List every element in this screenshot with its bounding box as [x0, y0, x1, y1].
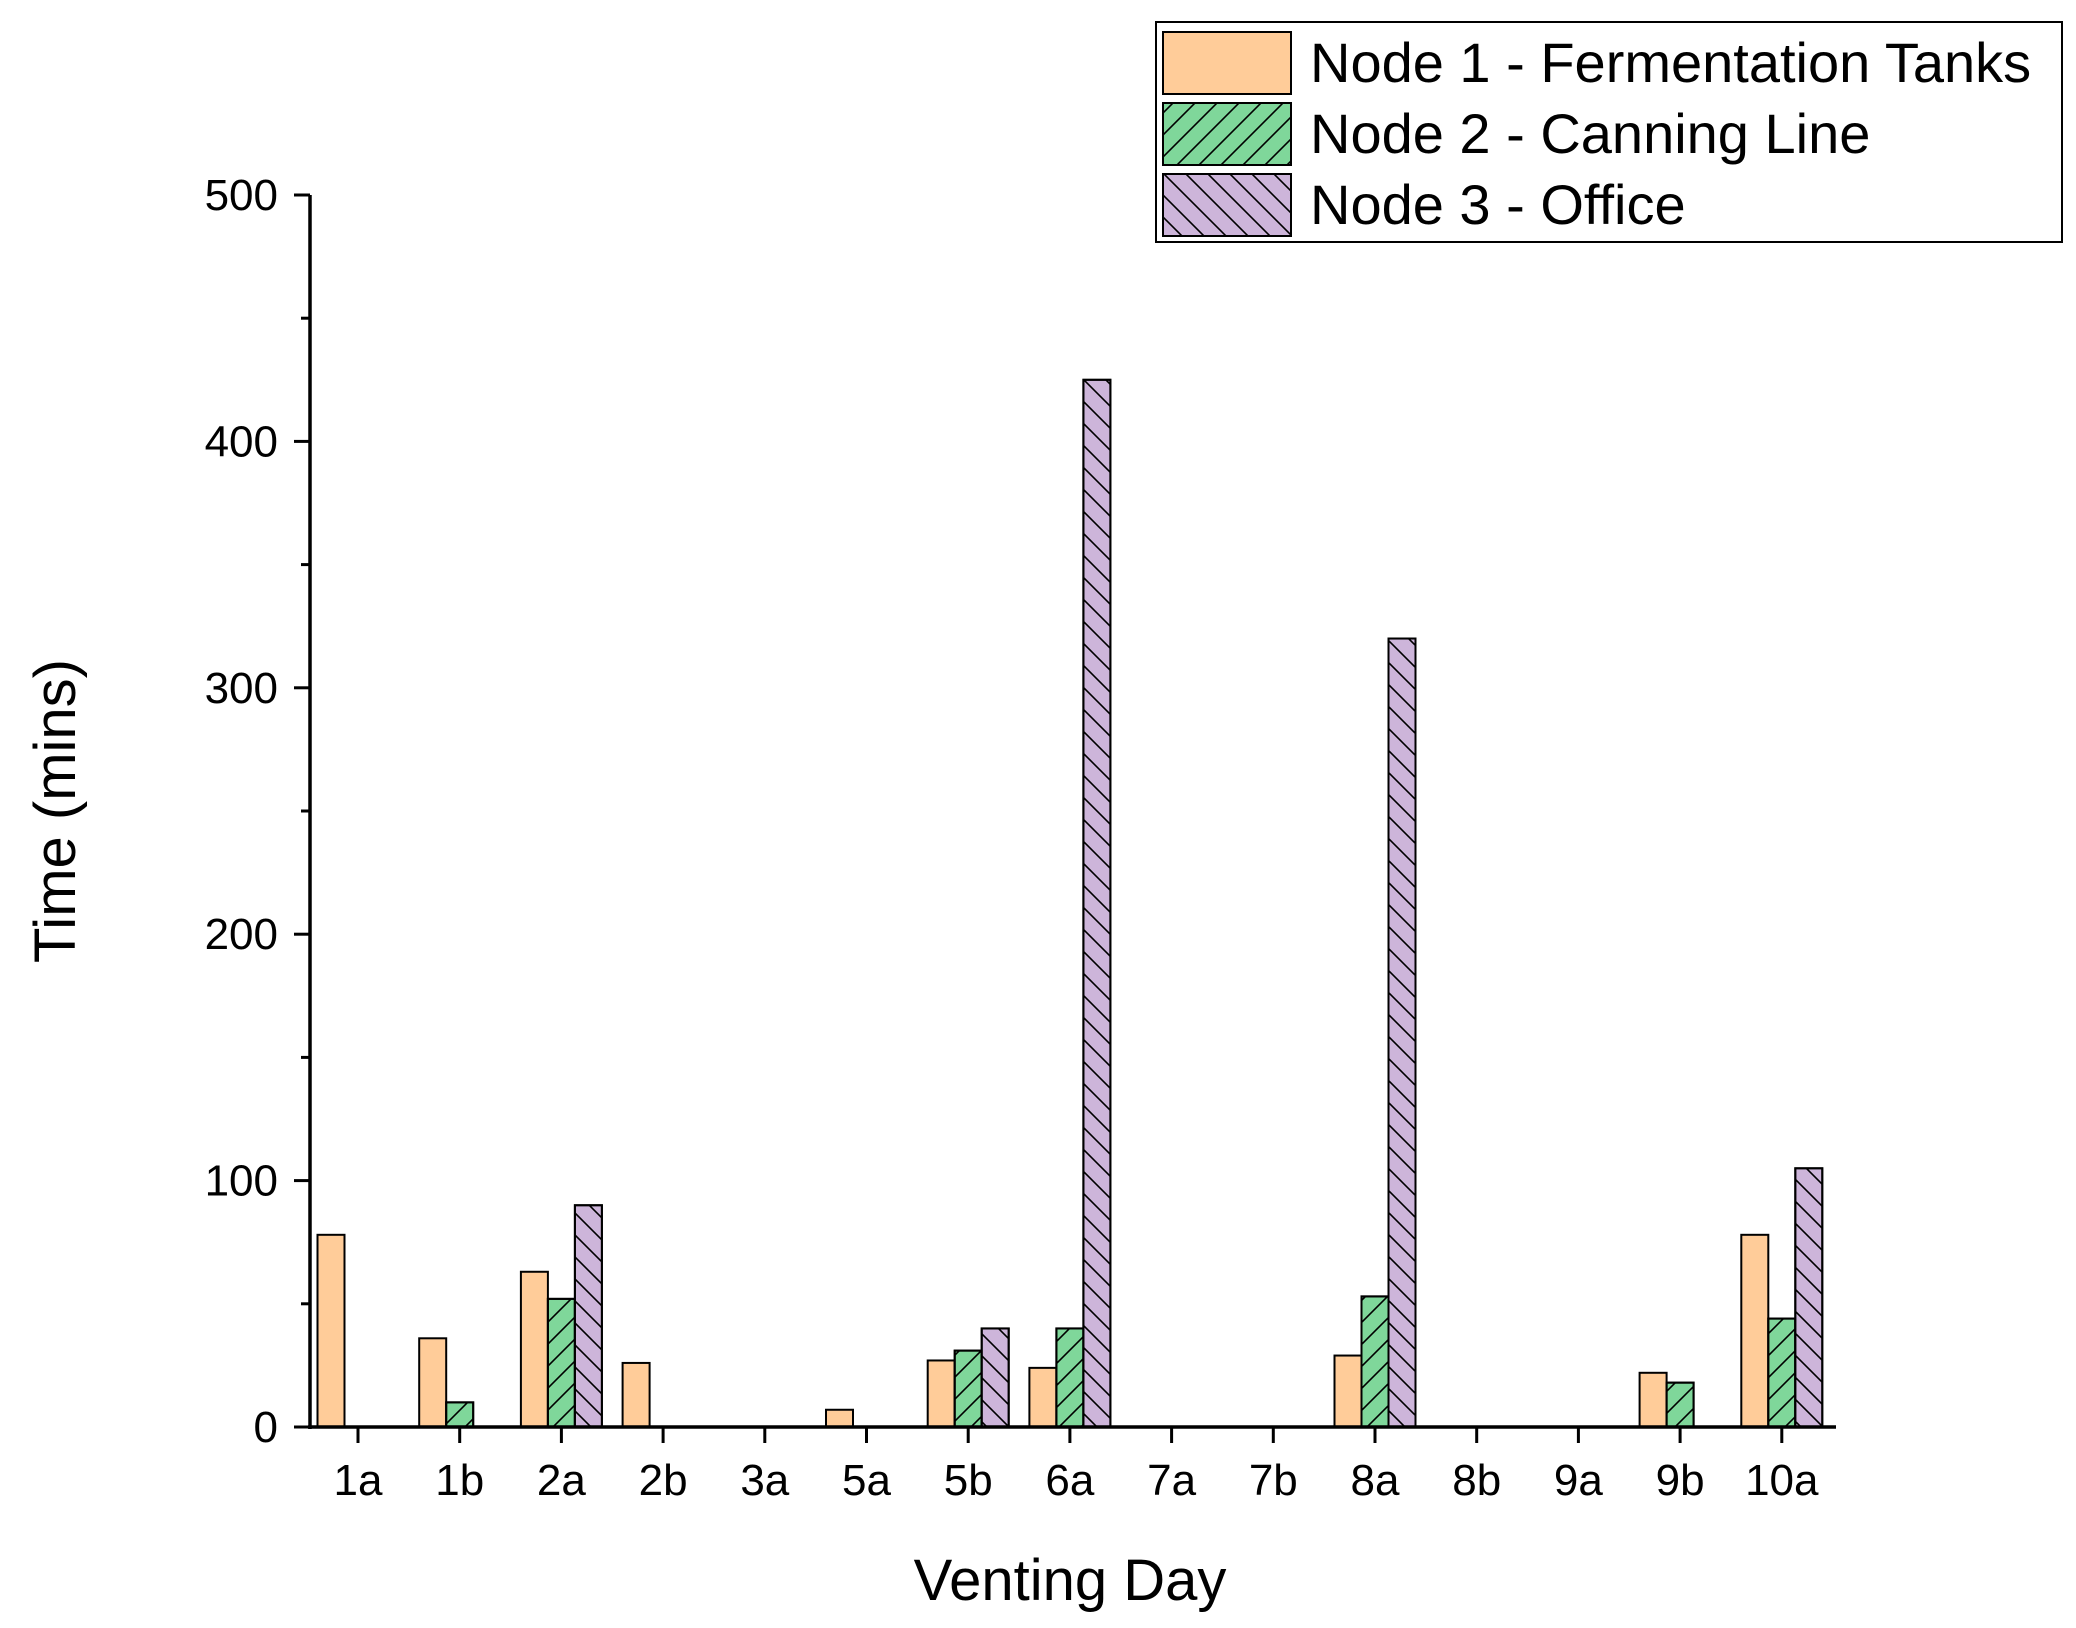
y-tick-label-500: 500: [205, 171, 278, 220]
bar-fill: [519, 1270, 549, 1428]
y-tick-label-300: 300: [205, 664, 278, 713]
bar-9b-series-1: [1638, 1371, 1668, 1428]
bar-fill: [316, 1233, 346, 1428]
bar-8a-series-2: [1360, 1295, 1390, 1428]
x-tick-label-8b: 8b: [1452, 1456, 1501, 1505]
bar-fill: [418, 1337, 448, 1429]
legend-label: Node 3 - Office: [1310, 173, 1686, 236]
bar-hatch: [1082, 378, 1112, 1428]
bar-2b-series-1: [621, 1361, 651, 1429]
legend-item-1: Node 1 - Fermentation Tanks: [1162, 31, 2031, 95]
bar-hatch: [980, 1327, 1010, 1428]
legend-swatch-hatch: [1162, 102, 1292, 166]
bar-hatch: [573, 1204, 603, 1428]
x-tick-label-2a: 2a: [537, 1456, 586, 1505]
bar-1b-series-2: [445, 1401, 475, 1428]
legend-label: Node 2 - Canning Line: [1310, 102, 1870, 165]
legend-label: Node 1 - Fermentation Tanks: [1310, 31, 2031, 94]
bar-1a-series-1: [316, 1233, 346, 1428]
legend-swatch-hatch: [1162, 173, 1292, 237]
bar-5b-series-3: [980, 1327, 1010, 1428]
legend-item-2: Node 2 - Canning Line: [1162, 102, 1870, 166]
bar-fill: [1638, 1371, 1668, 1428]
y-tick-label-200: 200: [205, 910, 278, 959]
bar-hatch: [1665, 1381, 1695, 1428]
bar-hatch: [1794, 1167, 1824, 1429]
x-tick-label-3a: 3a: [740, 1456, 789, 1505]
bar-hatch: [1767, 1317, 1797, 1428]
bar-2a-series-1: [519, 1270, 549, 1428]
bars: [316, 378, 1824, 1429]
x-tick-label-1b: 1b: [435, 1456, 484, 1505]
x-tick-label-8a: 8a: [1351, 1456, 1400, 1505]
bar-hatch: [1360, 1295, 1390, 1428]
bar-fill: [621, 1361, 651, 1429]
axes: 0 100 200 300 400 500 1a 1b 2a 2b 3a 5a 5b 6a 7a 7b 8a 8…: [205, 171, 1836, 1505]
x-tick-label-5a: 5a: [842, 1456, 891, 1505]
y-tick-label-100: 100: [205, 1157, 278, 1206]
bar-6a-series-3: [1082, 378, 1112, 1428]
bar-10a-series-3: [1794, 1167, 1824, 1429]
x-tick-label-5b: 5b: [944, 1456, 993, 1505]
bar-hatch: [1055, 1327, 1085, 1428]
bar-2a-series-3: [573, 1204, 603, 1428]
bar-hatch: [953, 1349, 983, 1428]
bar-fill: [825, 1408, 854, 1428]
bar-10a-series-2: [1767, 1317, 1797, 1428]
bar-10a-series-1: [1740, 1233, 1770, 1428]
bar-6a-series-2: [1055, 1327, 1085, 1428]
bar-fill: [1740, 1233, 1770, 1428]
bar-2a-series-2: [546, 1297, 576, 1428]
legend: Node 1 - Fermentation Tanks Node 2 - Cann…: [1155, 21, 2063, 243]
x-tick-label-2b: 2b: [639, 1456, 688, 1505]
bar-5a-series-1: [825, 1408, 854, 1428]
x-axis-title: Venting Day: [914, 1548, 1227, 1613]
y-ticks: 0 100 200 300 400 500: [205, 171, 310, 1452]
y-axis-title: Time (mins): [23, 659, 88, 963]
y-tick-label-0: 0: [254, 1403, 278, 1452]
legend-item-3: Node 3 - Office: [1162, 173, 1686, 237]
x-tick-label-9b: 9b: [1656, 1456, 1705, 1505]
bar-fill: [1333, 1354, 1363, 1428]
x-tick-label-9a: 9a: [1554, 1456, 1603, 1505]
x-tick-label-10a: 10a: [1745, 1456, 1819, 1505]
x-ticks: 1a 1b 2a 2b 3a 5a 5b 6a 7a 7b 8a 8b 9a 9b 10a: [334, 1427, 1819, 1505]
bar-fill: [1028, 1366, 1058, 1429]
bar-hatch: [546, 1297, 576, 1428]
bar-hatch: [445, 1401, 475, 1428]
bar-5b-series-2: [953, 1349, 983, 1428]
bar-8a-series-1: [1333, 1354, 1363, 1428]
bar-5b-series-1: [926, 1359, 956, 1429]
legend-swatch: [1162, 31, 1292, 95]
bar-fill: [926, 1359, 956, 1429]
y-tick-label-400: 400: [205, 417, 278, 466]
x-tick-label-7b: 7b: [1249, 1456, 1298, 1505]
bar-9b-series-2: [1665, 1381, 1695, 1428]
bar-1b-series-1: [418, 1337, 448, 1429]
x-tick-label-7a: 7a: [1147, 1456, 1196, 1505]
bar-8a-series-3: [1387, 637, 1417, 1428]
bar-6a-series-1: [1028, 1366, 1058, 1429]
legend-frame: [1155, 21, 2063, 243]
x-tick-label-1a: 1a: [334, 1456, 383, 1505]
x-tick-label-6a: 6a: [1045, 1456, 1094, 1505]
bar-hatch: [1387, 637, 1417, 1428]
